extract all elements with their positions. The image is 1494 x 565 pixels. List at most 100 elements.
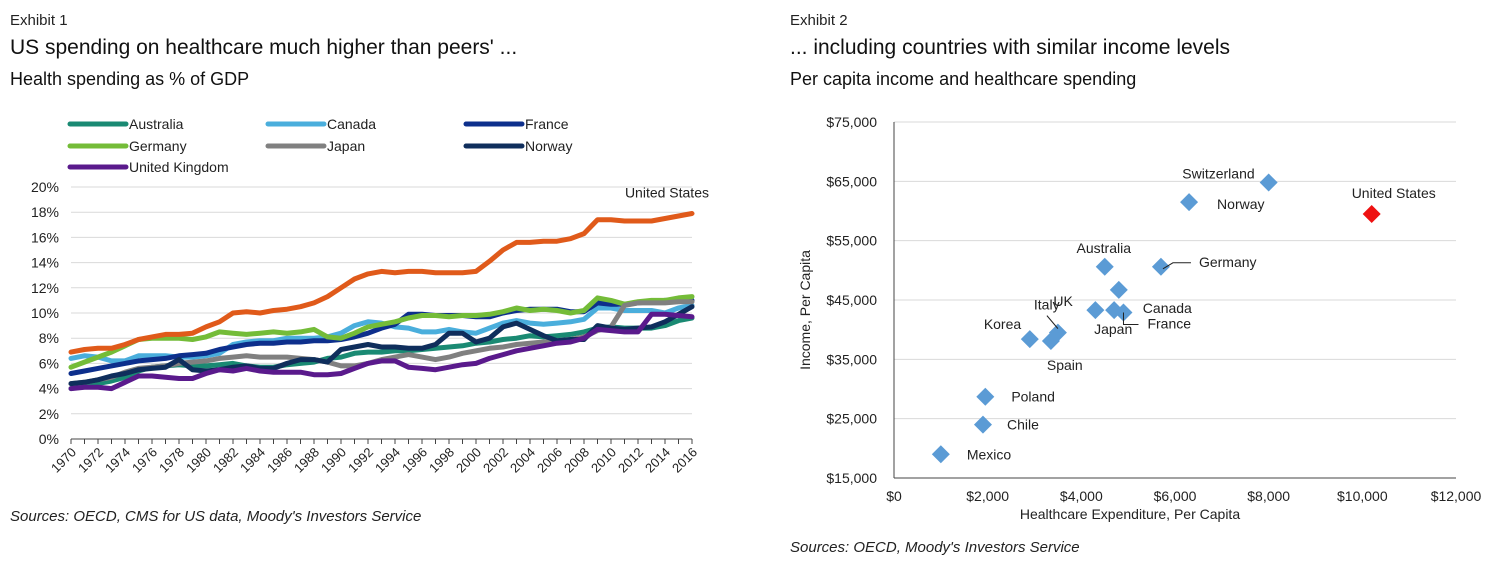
chart-source: Sources: OECD, Moody's Investors Service xyxy=(790,539,1080,556)
chart-subtitle: Health spending as % of GDP xyxy=(10,69,250,89)
scatter-point-germany xyxy=(1151,257,1170,276)
y-tick-label: $25,000 xyxy=(826,411,877,427)
x-tick-label: 1992 xyxy=(345,445,376,476)
scatter-point-italy xyxy=(1048,323,1067,342)
chart-subtitle: Per capita income and healthcare spendin… xyxy=(790,69,1137,89)
point-label: UK xyxy=(1053,293,1073,309)
exhibit-2-panel: Exhibit 2 ... including countries with s… xyxy=(780,0,1494,565)
leader-line xyxy=(1162,262,1191,270)
exhibit-label: Exhibit 1 xyxy=(10,12,68,29)
y-tick-label: 14% xyxy=(31,255,59,271)
y-tick-label: $55,000 xyxy=(826,233,877,249)
y-tick-label: $65,000 xyxy=(826,173,877,189)
point-label: Japan xyxy=(1094,321,1132,337)
x-tick-label: 1978 xyxy=(156,445,187,476)
y-tick-label: 0% xyxy=(39,431,59,447)
point-label: Spain xyxy=(1047,357,1083,373)
x-tick-label: 1986 xyxy=(264,445,295,476)
series-line-germany xyxy=(68,294,695,370)
x-tick-label: $10,000 xyxy=(1337,488,1388,504)
point-label: Canada xyxy=(1143,300,1192,316)
y-tick-label: 8% xyxy=(39,330,59,346)
series-line-japan xyxy=(68,299,695,387)
x-tick-label: 2000 xyxy=(453,445,484,476)
y-tick-label: 4% xyxy=(39,381,59,397)
x-tick-label: $0 xyxy=(886,488,902,504)
scatter-point-poland xyxy=(976,387,995,406)
y-axis-title: Income, Per Capita xyxy=(797,250,813,370)
x-tick-label: 1980 xyxy=(183,445,214,476)
leader-line xyxy=(1122,312,1139,325)
x-tick-label: 1970 xyxy=(48,445,79,476)
scatter-point-japan xyxy=(1105,301,1124,320)
y-tick-label: $75,000 xyxy=(826,114,877,130)
y-tick-label: 20% xyxy=(31,179,59,195)
y-tick-label: $35,000 xyxy=(826,351,877,367)
x-axis-title: Healthcare Expenditure, Per Capita xyxy=(1020,506,1240,522)
x-tick-label: $12,000 xyxy=(1431,488,1482,504)
scatter-point-korea xyxy=(1020,330,1039,349)
scatter-point-australia xyxy=(1095,257,1114,276)
scatter-point-spain xyxy=(1041,331,1060,350)
legend-label: Japan xyxy=(327,138,365,154)
legend-label: Norway xyxy=(525,138,572,154)
x-tick-label: 1990 xyxy=(318,445,349,476)
point-label: Norway xyxy=(1217,196,1264,212)
point-label: France xyxy=(1147,315,1191,331)
chart-title: US spending on healthcare much higher th… xyxy=(10,36,518,59)
point-label: Korea xyxy=(984,316,1022,332)
legend-label: Germany xyxy=(129,138,187,154)
x-tick-label: $4,000 xyxy=(1060,488,1103,504)
legend-label: United Kingdom xyxy=(129,159,229,175)
scatter-point-mexico xyxy=(931,445,950,464)
scatter-point-norway xyxy=(1180,193,1199,212)
y-tick-label: 2% xyxy=(39,406,59,422)
x-tick-label: 2016 xyxy=(669,445,700,476)
scatter-point-chile xyxy=(973,415,992,434)
series-line-united-kingdom xyxy=(68,311,695,392)
legend-label: Canada xyxy=(327,116,376,132)
chart-source: Sources: OECD, CMS for US data, Moody's … xyxy=(10,508,422,525)
annotation-label: United States xyxy=(625,184,709,200)
x-tick-label: 1988 xyxy=(291,445,322,476)
y-tick-label: 10% xyxy=(31,305,59,321)
scatter-point-uk xyxy=(1086,301,1105,320)
point-label: Australia xyxy=(1077,240,1132,256)
x-tick-label: 1976 xyxy=(129,445,160,476)
point-label: Mexico xyxy=(967,446,1012,462)
y-tick-label: $15,000 xyxy=(826,470,877,486)
x-tick-label: 1984 xyxy=(237,445,268,476)
point-label: Italy xyxy=(1034,297,1060,313)
x-tick-label: 2012 xyxy=(615,445,646,476)
point-label: Germany xyxy=(1199,254,1257,270)
y-tick-label: 6% xyxy=(39,355,59,371)
x-tick-label: 1974 xyxy=(102,445,133,476)
point-label: Switzerland xyxy=(1182,166,1254,182)
scatter-point-canada xyxy=(1109,280,1128,299)
legend-label: France xyxy=(525,116,569,132)
point-label: Poland xyxy=(1011,389,1055,405)
scatter-point-united-states xyxy=(1362,204,1381,223)
exhibit-label: Exhibit 2 xyxy=(790,12,848,29)
exhibit-1-panel: Exhibit 1 US spending on healthcare much… xyxy=(0,0,740,565)
series-line-united-states xyxy=(68,211,695,355)
legend-label: Australia xyxy=(129,116,184,132)
line-chart: 0% 2% 4% 6% 8% 10% 12% 14% 16% 18% 20% 197019721974… xyxy=(31,116,709,476)
x-tick-label: 2004 xyxy=(507,445,538,476)
x-tick-label: 1998 xyxy=(426,445,457,476)
x-tick-label: 1972 xyxy=(75,445,106,476)
leader-line xyxy=(1046,315,1059,329)
series-line-norway xyxy=(68,304,695,387)
x-tick-label: $6,000 xyxy=(1154,488,1197,504)
x-tick-label: 2002 xyxy=(480,445,511,476)
scatter-chart: $15,000 $25,000 $35,000 $45,000 $55,000 $65,0… xyxy=(797,114,1482,522)
x-tick-label: 1994 xyxy=(372,445,403,476)
x-tick-label: 2010 xyxy=(588,445,619,476)
chart-title: ... including countries with similar inc… xyxy=(790,36,1231,59)
x-tick-label: $8,000 xyxy=(1247,488,1290,504)
x-tick-label: $2,000 xyxy=(966,488,1009,504)
y-tick-label: 12% xyxy=(31,280,59,296)
y-tick-label: 18% xyxy=(31,204,59,220)
x-tick-label: 2006 xyxy=(534,445,565,476)
point-label: Chile xyxy=(1007,417,1039,433)
